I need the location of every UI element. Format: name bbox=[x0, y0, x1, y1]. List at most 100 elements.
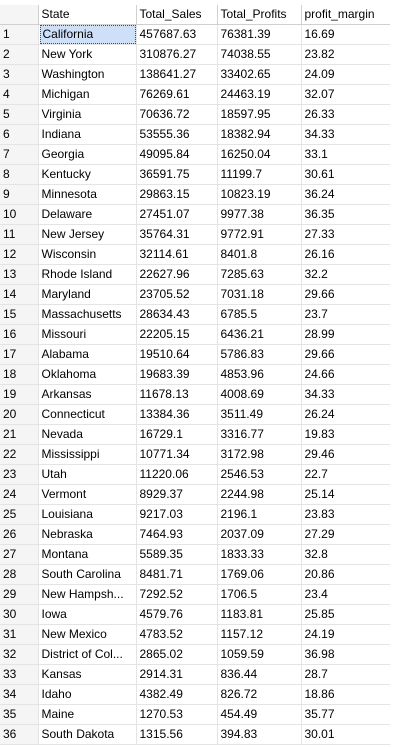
table-row[interactable]: 35 Maine 1270.53 454.49 35.77 bbox=[0, 704, 391, 725]
cell-total-sales[interactable]: 13384.36 bbox=[136, 404, 218, 425]
cell-total-profits[interactable]: 5786.83 bbox=[217, 344, 302, 365]
row-number[interactable]: 13 bbox=[0, 264, 39, 285]
cell-total-profits[interactable]: 394.83 bbox=[217, 724, 302, 745]
cell-profit-margin[interactable]: 26.24 bbox=[301, 404, 391, 425]
row-number[interactable]: 25 bbox=[0, 504, 39, 525]
cell-profit-margin[interactable]: 26.16 bbox=[301, 244, 391, 265]
cell-total-sales[interactable]: 8481.71 bbox=[136, 564, 218, 585]
table-row[interactable]: 6 Indiana 53555.36 18382.94 34.33 bbox=[0, 124, 391, 145]
row-number[interactable]: 7 bbox=[0, 144, 39, 165]
cell-state[interactable]: Massachusetts bbox=[38, 304, 137, 325]
table-row[interactable]: 18 Oklahoma 19683.39 4853.96 24.66 bbox=[0, 364, 391, 385]
table-row[interactable]: 7 Georgia 49095.84 16250.04 33.1 bbox=[0, 144, 391, 165]
column-header-total-profits[interactable]: Total_Profits bbox=[217, 5, 302, 25]
cell-total-profits[interactable]: 836.44 bbox=[217, 664, 302, 685]
row-number[interactable]: 31 bbox=[0, 624, 39, 645]
cell-state[interactable]: Missouri bbox=[38, 324, 137, 345]
row-number[interactable]: 15 bbox=[0, 304, 39, 325]
table-row[interactable]: 14 Maryland 23705.52 7031.18 29.66 bbox=[0, 284, 391, 305]
cell-profit-margin[interactable]: 34.33 bbox=[301, 384, 391, 405]
cell-total-sales[interactable]: 8929.37 bbox=[136, 484, 218, 505]
cell-profit-margin[interactable]: 30.61 bbox=[301, 164, 391, 185]
row-number[interactable]: 22 bbox=[0, 444, 39, 465]
cell-total-sales[interactable]: 22627.96 bbox=[136, 264, 218, 285]
cell-total-profits[interactable]: 76381.39 bbox=[217, 24, 302, 45]
cell-total-profits[interactable]: 16250.04 bbox=[217, 144, 302, 165]
row-number[interactable]: 29 bbox=[0, 584, 39, 605]
cell-profit-margin[interactable]: 20.86 bbox=[301, 564, 391, 585]
row-number[interactable]: 2 bbox=[0, 44, 39, 65]
cell-profit-margin[interactable]: 23.83 bbox=[301, 504, 391, 525]
row-number[interactable]: 18 bbox=[0, 364, 39, 385]
row-number[interactable]: 16 bbox=[0, 324, 39, 345]
table-row[interactable]: 10 Delaware 27451.07 9977.38 36.35 bbox=[0, 204, 391, 225]
cell-profit-margin[interactable]: 25.85 bbox=[301, 604, 391, 625]
cell-total-sales[interactable]: 7464.93 bbox=[136, 524, 218, 545]
table-row[interactable]: 22 Mississippi 10771.34 3172.98 29.46 bbox=[0, 444, 391, 465]
cell-total-profits[interactable]: 1183.81 bbox=[217, 604, 302, 625]
select-all-corner[interactable] bbox=[0, 5, 39, 25]
table-row[interactable]: 13 Rhode Island 22627.96 7285.63 32.2 bbox=[0, 264, 391, 285]
table-row[interactable]: 20 Connecticut 13384.36 3511.49 26.24 bbox=[0, 404, 391, 425]
row-number[interactable]: 10 bbox=[0, 204, 39, 225]
cell-total-sales[interactable]: 70636.72 bbox=[136, 104, 218, 125]
cell-state[interactable]: California bbox=[38, 24, 137, 45]
cell-total-profits[interactable]: 3316.77 bbox=[217, 424, 302, 445]
table-row[interactable]: 32 District of Col... 2865.02 1059.59 36.98 bbox=[0, 644, 391, 665]
cell-total-profits[interactable]: 2546.53 bbox=[217, 464, 302, 485]
cell-total-profits[interactable]: 9772.91 bbox=[217, 224, 302, 245]
table-row[interactable]: 29 New Hampsh... 7292.52 1706.5 23.4 bbox=[0, 584, 391, 605]
row-number[interactable]: 34 bbox=[0, 684, 39, 705]
cell-state[interactable]: Virginia bbox=[38, 104, 137, 125]
cell-total-profits[interactable]: 6436.21 bbox=[217, 324, 302, 345]
row-number[interactable]: 5 bbox=[0, 104, 39, 125]
cell-total-sales[interactable]: 23705.52 bbox=[136, 284, 218, 305]
cell-state[interactable]: Maine bbox=[38, 704, 137, 725]
row-number[interactable]: 12 bbox=[0, 244, 39, 265]
row-number[interactable]: 33 bbox=[0, 664, 39, 685]
table-row[interactable]: 19 Arkansas 11678.13 4008.69 34.33 bbox=[0, 384, 391, 405]
cell-profit-margin[interactable]: 28.7 bbox=[301, 664, 391, 685]
cell-state[interactable]: Washington bbox=[38, 64, 137, 85]
cell-state[interactable]: Nebraska bbox=[38, 524, 137, 545]
row-number[interactable]: 3 bbox=[0, 64, 39, 85]
cell-profit-margin[interactable]: 29.66 bbox=[301, 344, 391, 365]
cell-total-sales[interactable]: 19510.64 bbox=[136, 344, 218, 365]
table-row[interactable]: 26 Nebraska 7464.93 2037.09 27.29 bbox=[0, 524, 391, 545]
cell-total-sales[interactable]: 4579.76 bbox=[136, 604, 218, 625]
cell-profit-margin[interactable]: 24.09 bbox=[301, 64, 391, 85]
table-row[interactable]: 12 Wisconsin 32114.61 8401.8 26.16 bbox=[0, 244, 391, 265]
cell-total-sales[interactable]: 1270.53 bbox=[136, 704, 218, 725]
cell-total-profits[interactable]: 1157.12 bbox=[217, 624, 302, 645]
row-number[interactable]: 36 bbox=[0, 724, 39, 745]
cell-state[interactable]: South Carolina bbox=[38, 564, 137, 585]
cell-profit-margin[interactable]: 28.99 bbox=[301, 324, 391, 345]
cell-total-profits[interactable]: 33402.65 bbox=[217, 64, 302, 85]
cell-state[interactable]: Michigan bbox=[38, 84, 137, 105]
cell-state[interactable]: Montana bbox=[38, 544, 137, 565]
cell-profit-margin[interactable]: 30.01 bbox=[301, 724, 391, 745]
row-number[interactable]: 9 bbox=[0, 184, 39, 205]
cell-total-profits[interactable]: 9977.38 bbox=[217, 204, 302, 225]
cell-profit-margin[interactable]: 23.7 bbox=[301, 304, 391, 325]
cell-state[interactable]: South Dakota bbox=[38, 724, 137, 745]
cell-state[interactable]: Iowa bbox=[38, 604, 137, 625]
cell-profit-margin[interactable]: 29.46 bbox=[301, 444, 391, 465]
cell-state[interactable]: New York bbox=[38, 44, 137, 65]
cell-state[interactable]: Arkansas bbox=[38, 384, 137, 405]
row-number[interactable]: 30 bbox=[0, 604, 39, 625]
cell-state[interactable]: Louisiana bbox=[38, 504, 137, 525]
table-row[interactable]: 21 Nevada 16729.1 3316.77 19.83 bbox=[0, 424, 391, 445]
table-row[interactable]: 11 New Jersey 35764.31 9772.91 27.33 bbox=[0, 224, 391, 245]
cell-state[interactable]: Maryland bbox=[38, 284, 137, 305]
cell-total-profits[interactable]: 18597.95 bbox=[217, 104, 302, 125]
cell-total-profits[interactable]: 18382.94 bbox=[217, 124, 302, 145]
cell-total-profits[interactable]: 1769.06 bbox=[217, 564, 302, 585]
table-row[interactable]: 9 Minnesota 29863.15 10823.19 36.24 bbox=[0, 184, 391, 205]
cell-state[interactable]: New Hampsh... bbox=[38, 584, 137, 605]
cell-state[interactable]: Idaho bbox=[38, 684, 137, 705]
cell-state[interactable]: Vermont bbox=[38, 484, 137, 505]
cell-state[interactable]: District of Col... bbox=[38, 644, 137, 665]
table-row[interactable]: 30 Iowa 4579.76 1183.81 25.85 bbox=[0, 604, 391, 625]
